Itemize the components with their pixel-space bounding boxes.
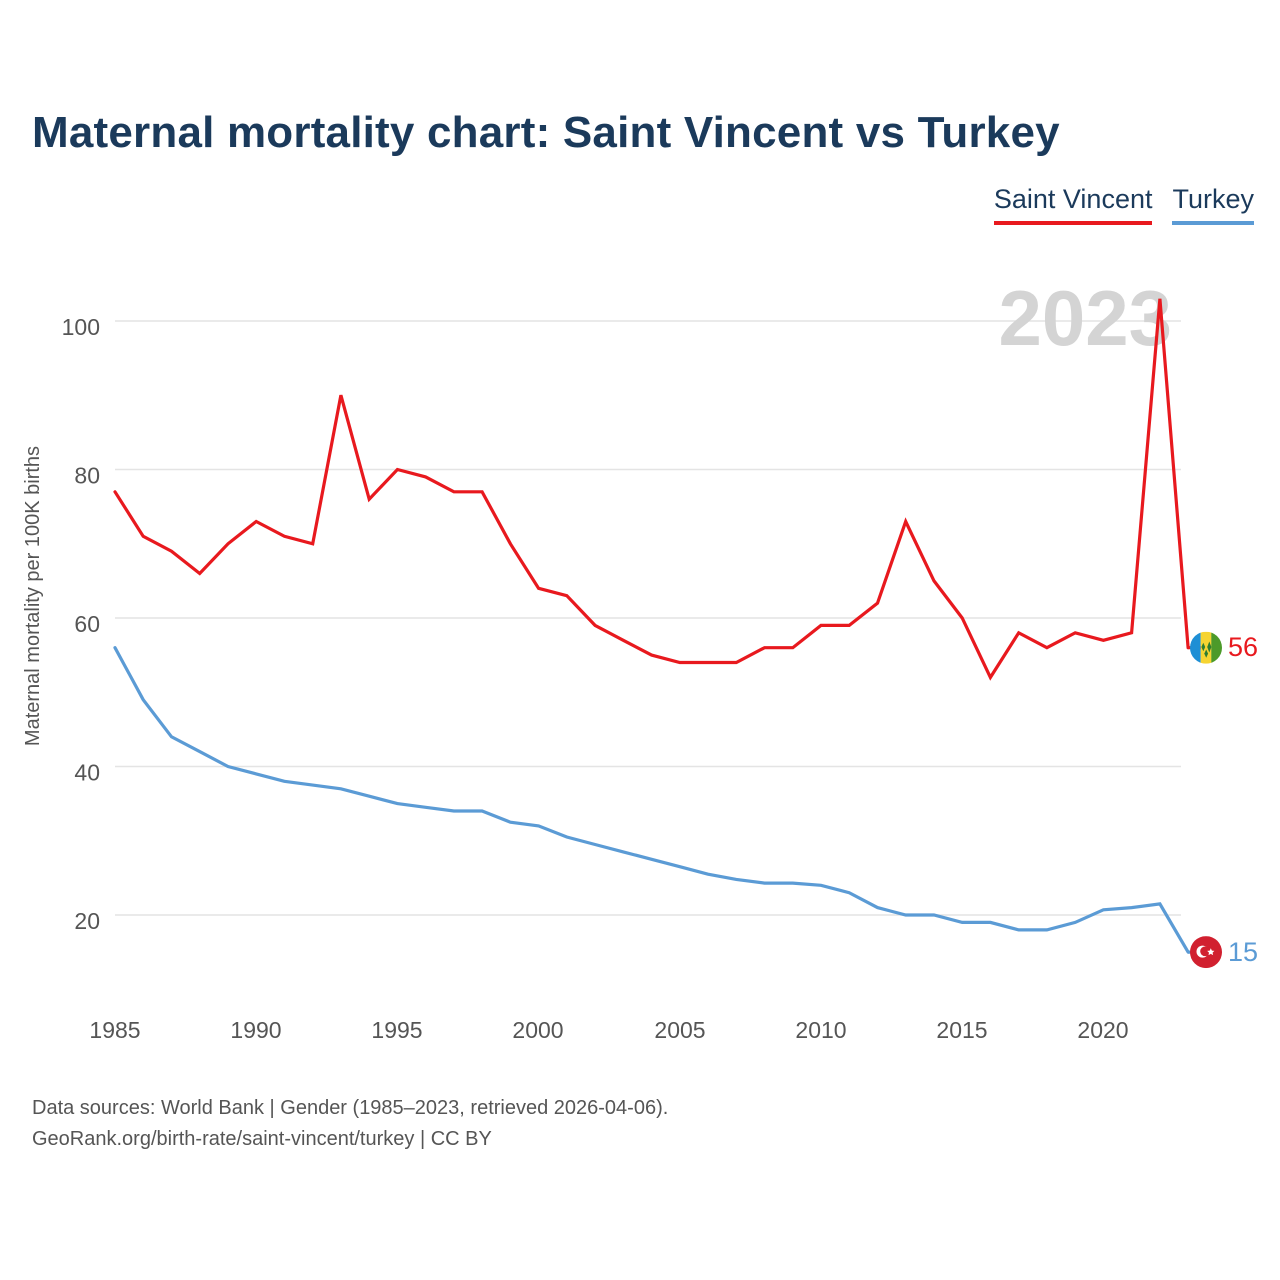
svg-text:40: 40 bbox=[74, 760, 100, 786]
svg-text:1995: 1995 bbox=[371, 1017, 422, 1043]
svg-text:2000: 2000 bbox=[512, 1017, 563, 1043]
svg-text:2023: 2023 bbox=[998, 274, 1172, 362]
svg-text:80: 80 bbox=[74, 463, 100, 489]
svg-text:15: 15 bbox=[1228, 937, 1258, 967]
svg-text:2005: 2005 bbox=[654, 1017, 705, 1043]
svg-text:100: 100 bbox=[62, 314, 100, 340]
svg-text:56: 56 bbox=[1228, 632, 1258, 662]
svg-text:2010: 2010 bbox=[795, 1017, 846, 1043]
svg-text:2015: 2015 bbox=[936, 1017, 987, 1043]
svg-text:60: 60 bbox=[74, 611, 100, 637]
svg-text:1985: 1985 bbox=[89, 1017, 140, 1043]
svg-text:2020: 2020 bbox=[1077, 1017, 1128, 1043]
svg-text:20: 20 bbox=[74, 908, 100, 934]
svg-text:1990: 1990 bbox=[230, 1017, 281, 1043]
